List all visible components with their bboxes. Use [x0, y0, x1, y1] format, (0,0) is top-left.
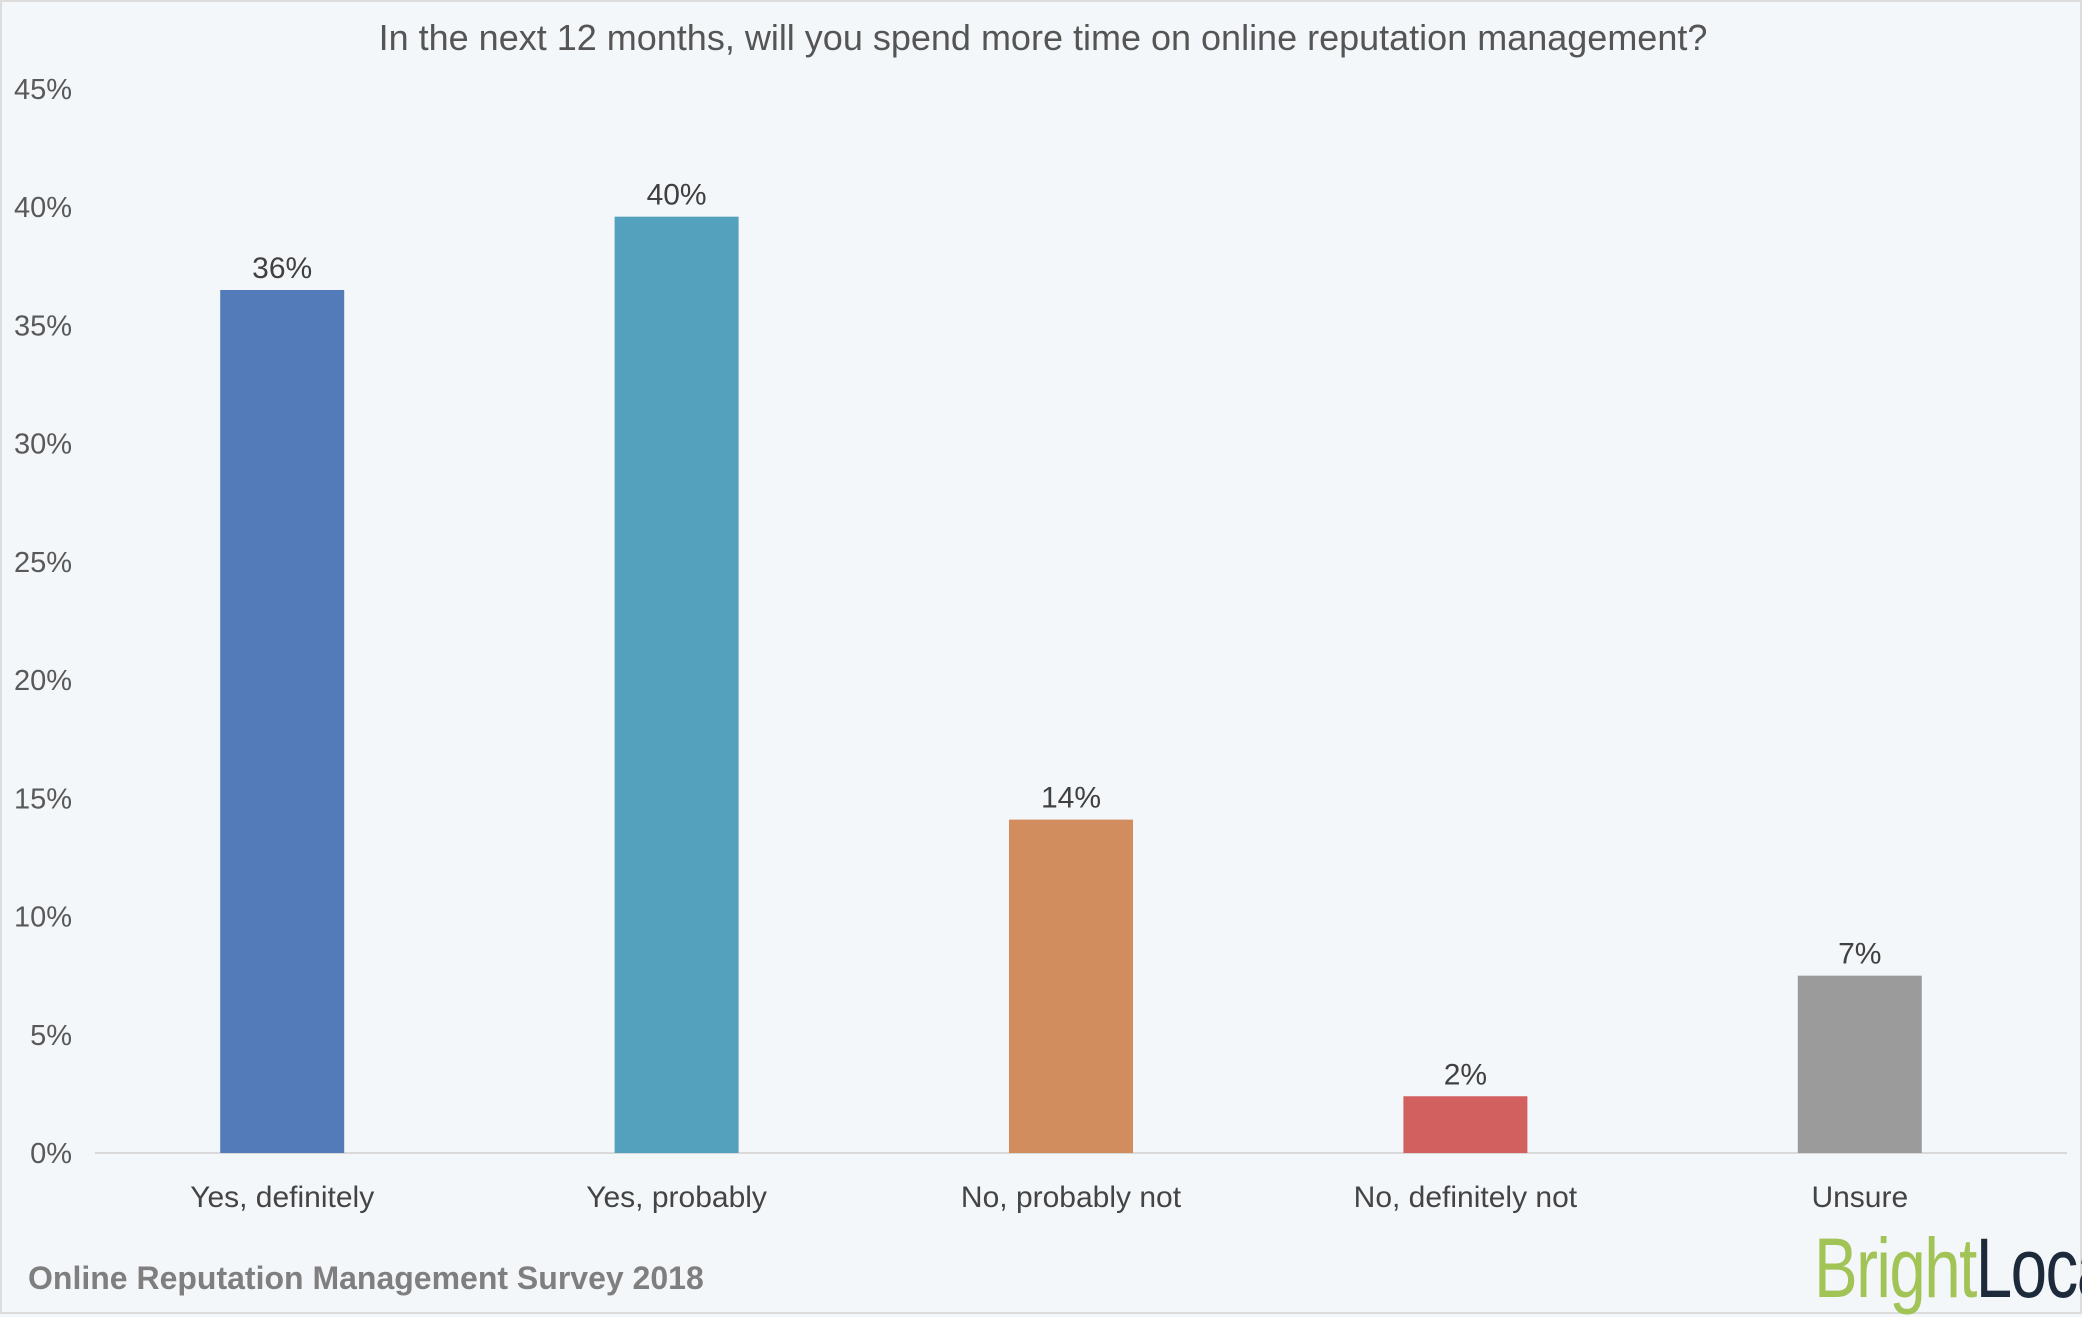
- data-label: 7%: [1838, 938, 1881, 971]
- logo-bright: Bright: [1814, 1221, 1977, 1315]
- y-tick-label: 30%: [14, 429, 72, 461]
- y-tick-label: 20%: [14, 665, 72, 697]
- data-label: 40%: [647, 179, 707, 212]
- bar: [1403, 1096, 1528, 1153]
- bar: [220, 289, 345, 1153]
- data-label: 2%: [1444, 1058, 1487, 1091]
- footer-source: Online Reputation Management Survey 2018: [28, 1260, 704, 1296]
- y-tick-label: 35%: [14, 310, 72, 342]
- y-tick-label: 0%: [30, 1138, 72, 1170]
- data-label: 36%: [252, 252, 312, 285]
- x-tick-label: Yes, probably: [586, 1181, 767, 1214]
- x-tick-label: No, definitely not: [1354, 1181, 1578, 1214]
- y-tick-label: 40%: [14, 192, 72, 224]
- y-tick-label: 5%: [30, 1020, 72, 1052]
- chart-title: In the next 12 months, will you spend mo…: [379, 17, 1708, 58]
- x-tick-label: Unsure: [1811, 1181, 1908, 1214]
- bar: [1009, 819, 1133, 1153]
- bar: [1797, 975, 1922, 1153]
- logo-local: Local: [1975, 1221, 2082, 1315]
- y-axis: 0% 5% 10% 15% 20% 25% 30% 35% 40% 45%: [14, 74, 72, 1170]
- bars: 36% Yes, definitely 40% Yes, probably 14% No,…: [190, 179, 1922, 1214]
- x-tick-label: No, probably not: [961, 1181, 1182, 1214]
- y-tick-label: 25%: [14, 547, 72, 579]
- bar: [614, 216, 739, 1153]
- brightlocal-logo: BrightLocal: [1814, 1220, 2082, 1317]
- y-tick-label: 10%: [14, 902, 72, 934]
- y-tick-label: 45%: [14, 74, 72, 106]
- data-label: 14%: [1041, 782, 1101, 815]
- y-tick-label: 15%: [14, 783, 72, 815]
- x-tick-label: Yes, definitely: [190, 1181, 374, 1214]
